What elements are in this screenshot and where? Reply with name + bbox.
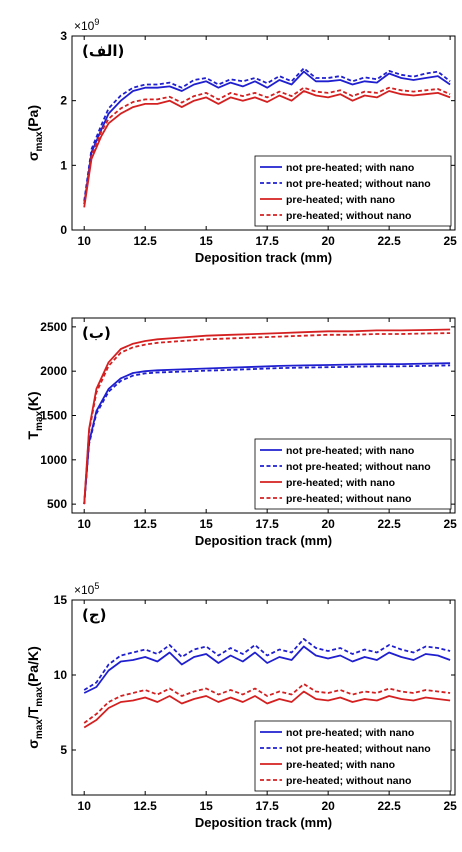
series-group <box>83 328 451 505</box>
y-axis-label-symbol: σ <box>25 151 41 161</box>
legend-entry-4: pre-heated; without nano <box>286 210 411 222</box>
y-axis-label-subscript: max <box>34 719 45 739</box>
chart-panel-2: 10 12.5 15 17.5 20 22.5 25 500 1000 1500 2000 2500 D… <box>25 317 457 548</box>
y-axis-label: Tmax(K) <box>25 391 45 439</box>
series-line-4 <box>83 332 451 505</box>
x-axis-label: Deposition track (mm) <box>195 250 332 265</box>
legend: not pre-heated; with nano not pre-heated;… <box>254 155 452 227</box>
x-tick-label: 12.5 <box>134 517 158 531</box>
y-tick-label: 15 <box>54 593 68 607</box>
legend-entry-4: pre-heated; without nano <box>286 493 411 505</box>
series-line-2 <box>83 364 451 505</box>
legend-box <box>254 155 452 227</box>
y-axis-label-symbol: σ <box>25 739 41 749</box>
y-axis-label-symbol: T <box>25 431 41 440</box>
x-tick-label: 15 <box>199 517 213 531</box>
y-tick-label: 2 <box>60 94 67 108</box>
axis-multiplier-exponent: 9 <box>94 17 99 27</box>
panel-label: (الف) <box>82 42 124 60</box>
legend-entry-1: not pre-heated; with nano <box>286 162 414 174</box>
x-tick-label: 22.5 <box>377 517 401 531</box>
y-tick-label: 3 <box>60 29 67 43</box>
y-axis-label-unit: (Pa) <box>25 105 41 131</box>
x-tick-label: 17.5 <box>255 234 279 248</box>
series-line-1 <box>83 645 451 694</box>
y-tick-label: 0 <box>60 223 67 237</box>
y-axis-label-subscript-2: max <box>34 686 45 706</box>
legend-entry-3: pre-heated; with nano <box>286 194 395 206</box>
chart-panel-3: 10 12.5 15 17.5 20 22.5 25 5 10 15 Deposition trac… <box>25 581 457 830</box>
y-axis-label-subscript: max <box>34 131 45 151</box>
x-tick-label: 25 <box>443 234 457 248</box>
panel-label: (ج) <box>82 606 107 624</box>
axis-multiplier-base: ×10 <box>74 583 95 597</box>
series-line-3 <box>83 690 451 729</box>
series-group <box>83 638 451 729</box>
x-tick-label: 10 <box>78 234 92 248</box>
y-tick-label: 1000 <box>40 453 67 467</box>
x-tick-label: 10 <box>78 799 92 813</box>
y-tick-label: 1 <box>60 158 67 172</box>
x-tick-label: 25 <box>443 799 457 813</box>
x-tick-label: 17.5 <box>255 517 279 531</box>
legend: not pre-heated; with nano not pre-heated;… <box>254 720 452 792</box>
series-line-3 <box>83 90 451 208</box>
legend: not pre-heated; with nano not pre-heated;… <box>254 438 452 510</box>
y-tick-label: 500 <box>47 497 67 511</box>
series-line-4 <box>83 86 451 205</box>
chart-panel-1: 10 12.5 15 17.5 20 22.5 25 0 1 2 3 Deposition track… <box>25 17 457 265</box>
legend-entry-4: pre-heated; without nano <box>286 775 411 787</box>
y-axis-label: σmax(Pa) <box>25 105 45 161</box>
legend-entry-1: not pre-heated; with nano <box>286 445 414 457</box>
y-axis-label-subscript: max <box>34 410 45 430</box>
legend-box <box>254 720 452 792</box>
axis-multiplier-exponent: 5 <box>94 581 99 591</box>
y-tick-label: 2000 <box>40 364 67 378</box>
series-line-2 <box>83 67 451 202</box>
y-axis-label: σmax/Tmax(Pa/K) <box>25 646 45 749</box>
x-tick-label: 17.5 <box>255 799 279 813</box>
x-tick-label: 22.5 <box>377 799 401 813</box>
x-tick-label: 12.5 <box>134 234 158 248</box>
axis-multiplier: ×109 <box>74 17 99 33</box>
x-tick-label: 25 <box>443 517 457 531</box>
x-tick-label: 12.5 <box>134 799 158 813</box>
axis-multiplier: ×105 <box>74 581 99 597</box>
series-line-1 <box>83 362 451 505</box>
x-tick-label: 10 <box>78 517 92 531</box>
x-tick-label: 15 <box>199 799 213 813</box>
axis-multiplier-base: ×10 <box>74 19 95 33</box>
series-line-2 <box>83 638 451 691</box>
x-tick-label: 15 <box>199 234 213 248</box>
series-line-4 <box>83 683 451 724</box>
series-group <box>83 67 451 208</box>
y-axis-label-unit: (K) <box>25 391 41 410</box>
y-tick-label: 5 <box>60 743 67 757</box>
x-tick-label: 20 <box>321 517 335 531</box>
legend-entry-3: pre-heated; with nano <box>286 477 395 489</box>
x-axis-label: Deposition track (mm) <box>195 533 332 548</box>
y-axis-label-divider: /T <box>25 706 41 719</box>
legend-entry-3: pre-heated; with nano <box>286 759 395 771</box>
x-tick-label: 22.5 <box>377 234 401 248</box>
legend-box <box>254 438 452 510</box>
series-line-1 <box>83 70 451 205</box>
legend-entry-1: not pre-heated; with nano <box>286 727 414 739</box>
x-axis-label: Deposition track (mm) <box>195 815 332 830</box>
x-tick-label: 20 <box>321 799 335 813</box>
y-axis-label-unit: (Pa/K) <box>25 646 41 686</box>
series-line-3 <box>83 328 451 505</box>
legend-entry-2: not pre-heated; without nano <box>286 178 431 190</box>
panel-label: (ب) <box>82 324 111 342</box>
y-tick-label: 10 <box>54 668 68 682</box>
x-tick-label: 20 <box>321 234 335 248</box>
y-tick-label: 2500 <box>40 320 67 334</box>
legend-entry-2: not pre-heated; without nano <box>286 461 431 473</box>
legend-entry-2: not pre-heated; without nano <box>286 743 431 755</box>
y-tick-label: 1500 <box>40 409 67 423</box>
